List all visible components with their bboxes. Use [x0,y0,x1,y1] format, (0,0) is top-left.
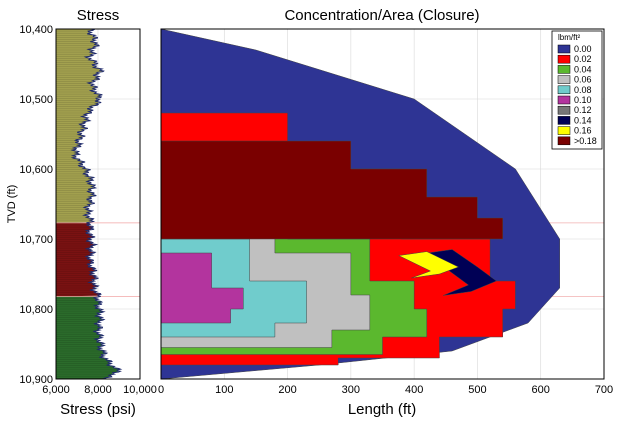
stress-tick-label-2: 10,000 [123,384,157,396]
legend-swatch-0 [557,44,571,54]
tvd-tick-label-1: 10,500 [19,94,53,106]
stress-tick-label-0: 6,000 [42,384,70,396]
length-tick-label-4: 400 [405,384,423,396]
length-tick-label-5: 500 [468,384,486,396]
stress-y-ticks: 10,400 10,500 10,600 10,700 10,800 10,900 [19,24,53,386]
stress-layer-2 [56,296,121,379]
legend-label-4: 0.08 [574,85,592,95]
legend-swatch-1 [557,54,571,64]
stress-layer-1 [56,222,101,297]
length-tick-label-3: 300 [342,384,360,396]
legend-swatch-2 [557,65,571,74]
legend-swatch-8 [557,126,571,135]
stress-tick-label-1: 8,000 [84,384,112,396]
concentration-band-0-10 [161,225,244,324]
legend-swatch-9 [557,136,571,146]
stress-profile [70,29,123,379]
concentration-band--0-18 [161,120,503,240]
length-tick-label-0: 0 [158,384,164,396]
stress-profile-line [70,29,123,379]
legend-label-9: >0.18 [574,136,597,146]
concentration-panel: Concentration/Area (Closure) Length (ft)… [158,7,613,418]
length-x-ticks: 0 100 200 300 400 500 600 700 [158,384,613,396]
stress-plot-frame [55,28,141,380]
length-tick-label-7: 700 [595,384,613,396]
legend-label-3: 0.06 [574,75,592,85]
stress-title: Stress [77,7,120,24]
length-xlabel: Length (ft) [348,401,416,418]
legend-swatch-6 [557,105,571,115]
legend-label-0: 0.00 [574,44,592,54]
legend-title: lbm/ft² [558,33,581,42]
length-tick-label-1: 100 [215,384,233,396]
stress-layers [56,29,140,379]
legend-items: 0.000.020.040.060.080.100.120.140.16>0.1… [557,44,597,146]
length-tick-label-6: 600 [532,384,550,396]
legend-swatch-4 [557,85,571,95]
legend-label-6: 0.12 [574,105,592,115]
tvd-tick-label-2: 10,600 [19,164,53,176]
length-tick-label-2: 200 [278,384,296,396]
legend-label-8: 0.16 [574,126,592,136]
legend-label-2: 0.04 [574,64,592,74]
legend-label-7: 0.14 [574,115,592,125]
tvd-tick-label-0: 10,400 [19,24,53,36]
tvd-tick-label-4: 10,800 [19,304,53,316]
stress-xlabel: Stress (psi) [60,401,136,418]
concentration-bands [161,29,560,379]
stress-x-ticks: 6,000 8,000 10,000 [42,384,157,396]
concentration-band-0-16 [397,251,460,279]
legend-swatch-5 [557,95,571,105]
concentration-legend: lbm/ft² 0.000.020.040.060.080.100.120.14… [551,30,603,150]
tvd-ylabel: TVD (ft) [6,185,18,224]
stress-panel: Stress Stress (psi) TVD (ft) 10,400 10,50… [6,7,157,418]
legend-swatch-3 [557,75,571,84]
stress-layer-0 [56,29,104,223]
legend-label-5: 0.10 [574,95,592,105]
tvd-tick-label-5: 10,900 [19,374,53,386]
legend-swatch-7 [557,116,571,125]
legend-label-1: 0.02 [574,54,592,64]
concentration-title: Concentration/Area (Closure) [284,7,479,24]
tvd-tick-label-3: 10,700 [19,234,53,246]
concentration-plot-frame [160,28,605,380]
